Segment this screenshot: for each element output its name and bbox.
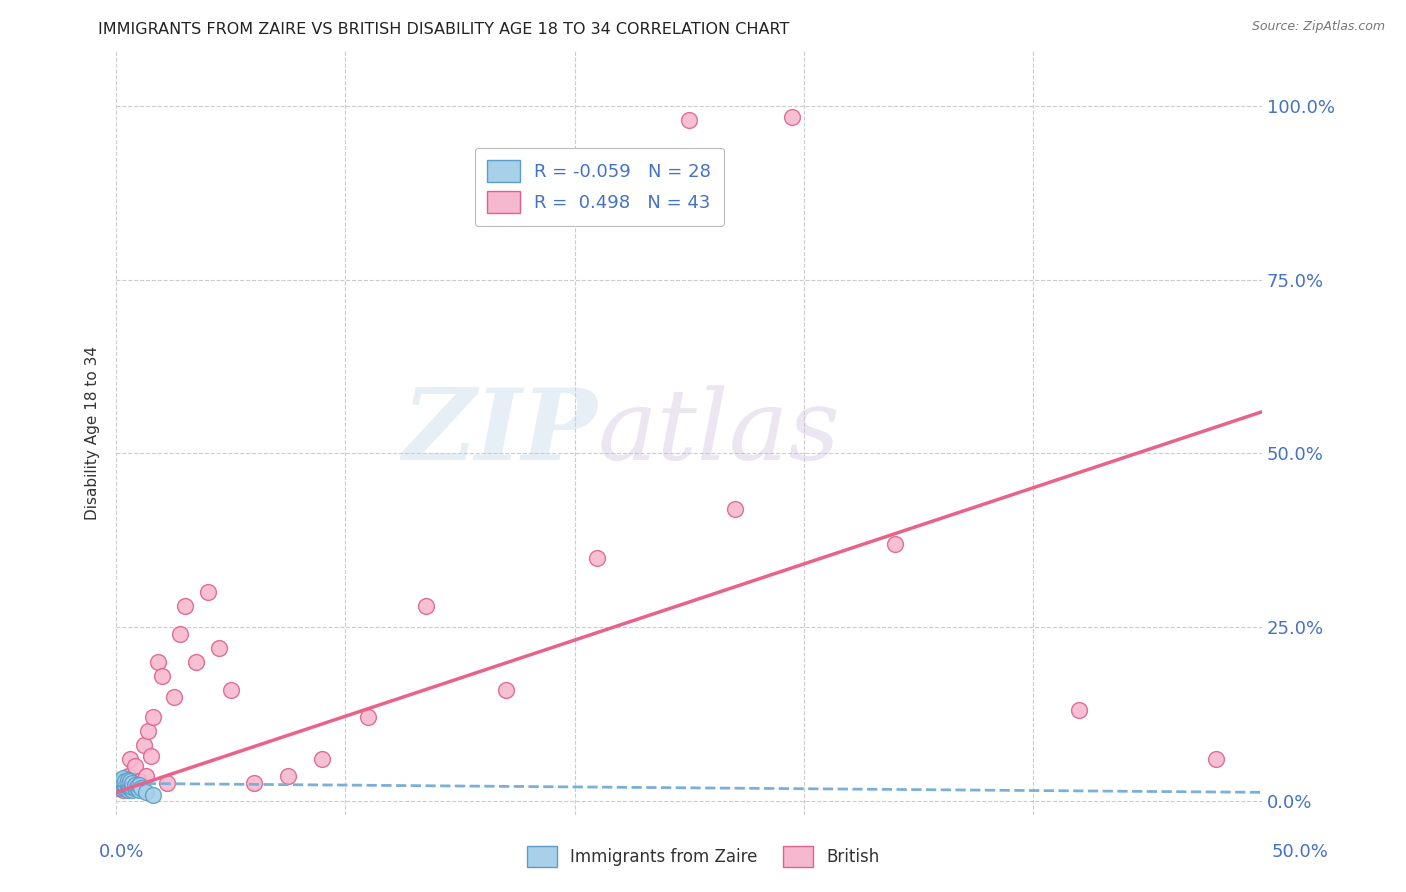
Point <box>112 772 135 786</box>
Point <box>110 781 132 796</box>
Text: Source: ZipAtlas.com: Source: ZipAtlas.com <box>1251 20 1385 33</box>
Point <box>162 690 184 704</box>
Point <box>112 783 135 797</box>
Point <box>678 113 700 128</box>
Point <box>117 769 139 783</box>
Point <box>415 599 437 614</box>
Point <box>128 774 150 789</box>
Point <box>121 776 143 790</box>
Point <box>128 778 150 792</box>
Text: atlas: atlas <box>598 385 841 480</box>
Point <box>780 110 803 124</box>
Point <box>114 774 136 789</box>
Point <box>156 776 179 790</box>
Point <box>117 780 139 794</box>
Legend: R = -0.059   N = 28, R =  0.498   N = 43: R = -0.059 N = 28, R = 0.498 N = 43 <box>475 147 724 226</box>
Point <box>208 640 231 655</box>
Point <box>118 752 141 766</box>
Point <box>114 781 136 796</box>
Point <box>114 778 136 792</box>
Point <box>124 781 146 796</box>
Point <box>114 774 136 789</box>
Point <box>146 655 169 669</box>
Point <box>128 783 150 797</box>
Text: ZIP: ZIP <box>402 384 598 481</box>
Point <box>114 781 136 796</box>
Point <box>138 724 160 739</box>
Point <box>174 599 197 614</box>
Point <box>124 778 146 792</box>
Point <box>142 710 165 724</box>
Point <box>150 668 173 682</box>
Point <box>311 752 333 766</box>
Point <box>135 769 157 783</box>
Text: 0.0%: 0.0% <box>98 843 143 861</box>
Point <box>121 783 143 797</box>
Point <box>169 627 191 641</box>
Point <box>110 776 132 790</box>
Point <box>110 780 132 794</box>
Point <box>1205 752 1227 766</box>
Point <box>186 655 208 669</box>
Y-axis label: Disability Age 18 to 34: Disability Age 18 to 34 <box>86 345 100 520</box>
Point <box>112 778 135 792</box>
Point <box>125 780 148 794</box>
Point <box>117 780 139 794</box>
Point <box>121 778 143 792</box>
Point <box>242 776 264 790</box>
Point <box>107 781 129 796</box>
Point <box>118 781 141 796</box>
Point <box>118 776 141 790</box>
Point <box>197 585 219 599</box>
Point <box>121 780 143 794</box>
Point <box>277 769 299 783</box>
Point <box>1067 703 1090 717</box>
Text: IMMIGRANTS FROM ZAIRE VS BRITISH DISABILITY AGE 18 TO 34 CORRELATION CHART: IMMIGRANTS FROM ZAIRE VS BRITISH DISABIL… <box>98 22 790 37</box>
Point <box>110 772 132 787</box>
Legend: Immigrants from Zaire, British: Immigrants from Zaire, British <box>517 836 889 877</box>
Point <box>357 710 380 724</box>
Point <box>131 781 153 796</box>
Point <box>112 780 135 794</box>
Point <box>117 772 139 787</box>
Point <box>110 776 132 790</box>
Point <box>117 783 139 797</box>
Point <box>884 537 907 551</box>
Point <box>135 785 157 799</box>
Point <box>495 682 517 697</box>
Point <box>125 781 148 796</box>
Point <box>118 778 141 792</box>
Point <box>219 682 242 697</box>
Point <box>118 774 141 789</box>
Point <box>586 550 609 565</box>
Point <box>132 738 155 752</box>
Point <box>139 748 162 763</box>
Point <box>724 502 747 516</box>
Point <box>124 759 146 773</box>
Text: 50.0%: 50.0% <box>1272 843 1329 861</box>
Point <box>107 778 129 792</box>
Point <box>142 788 165 802</box>
Point <box>124 780 146 794</box>
Point <box>131 778 153 792</box>
Point <box>117 776 139 790</box>
Point <box>112 776 135 790</box>
